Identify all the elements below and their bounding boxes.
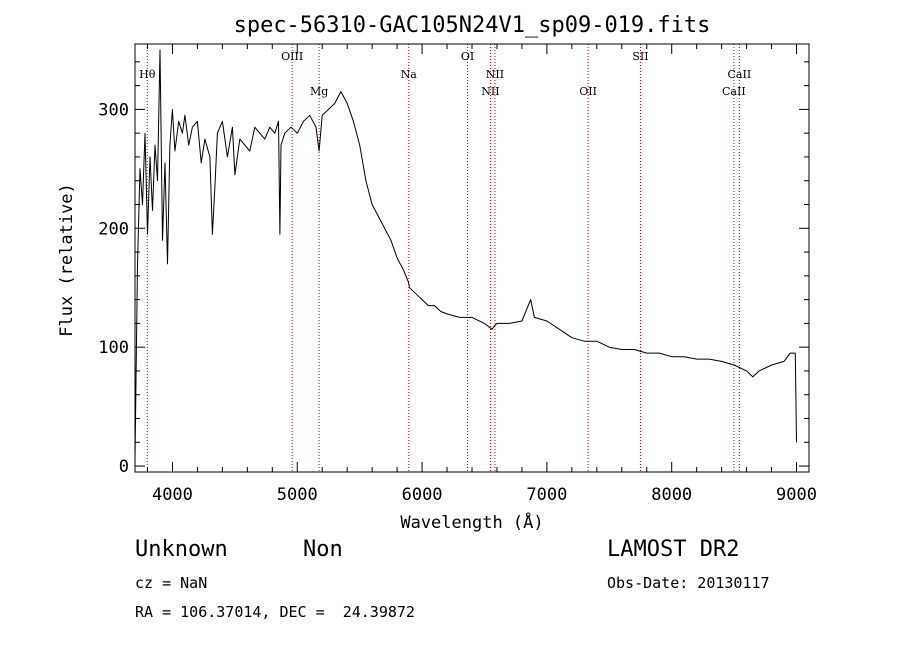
y-tick-label: 100: [98, 338, 129, 358]
x-tick-label: 6000: [402, 485, 443, 505]
line-label: Hθ: [139, 68, 156, 81]
coordinates: RA = 106.37014, DEC = 24.39872: [135, 603, 415, 621]
y-axis-label: Flux (relative): [57, 183, 77, 337]
y-tick-label: 200: [98, 219, 129, 239]
object-class: Unknown: [135, 537, 228, 562]
plot-frame: [134, 43, 810, 473]
x-axis-label: Wavelength (Å): [400, 511, 543, 533]
line-label: Na: [401, 68, 418, 81]
line-label: OIII: [281, 50, 303, 63]
line-label: CaII: [722, 85, 746, 98]
x-tick-label: 7000: [526, 485, 567, 505]
survey-name: LAMOST DR2: [607, 537, 740, 562]
line-label: CaII: [728, 68, 752, 81]
series-group: [134, 49, 797, 461]
object-subclass: Non: [303, 537, 343, 562]
redshift-cz: cz = NaN: [135, 574, 208, 592]
y-tick-label: 300: [98, 100, 129, 120]
axis-ticks: 4000 5000 6000 7000 8000 9000 0 100 200 300: [98, 44, 817, 505]
line-markers: Hθ OIII Mg Na OI NII NII OII SII CaII CaII: [139, 44, 751, 472]
line-label: SII: [632, 50, 648, 63]
line-label: Mg: [310, 85, 328, 98]
x-tick-label: 8000: [651, 485, 692, 505]
chart-title: spec-56310-GAC105N24V1_sp09-019.fits: [234, 13, 711, 38]
observation-date: Obs-Date: 20130117: [607, 574, 770, 592]
line-label: OI: [461, 50, 474, 63]
line-label: NII: [481, 85, 499, 98]
line-label: OII: [579, 85, 597, 98]
x-tick-label: 5000: [277, 485, 318, 505]
x-tick-label: 4000: [152, 485, 193, 505]
y-tick-label: 0: [119, 457, 129, 477]
spectrum-line: [134, 49, 797, 461]
x-tick-label: 9000: [776, 485, 817, 505]
line-label: NII: [486, 68, 504, 81]
